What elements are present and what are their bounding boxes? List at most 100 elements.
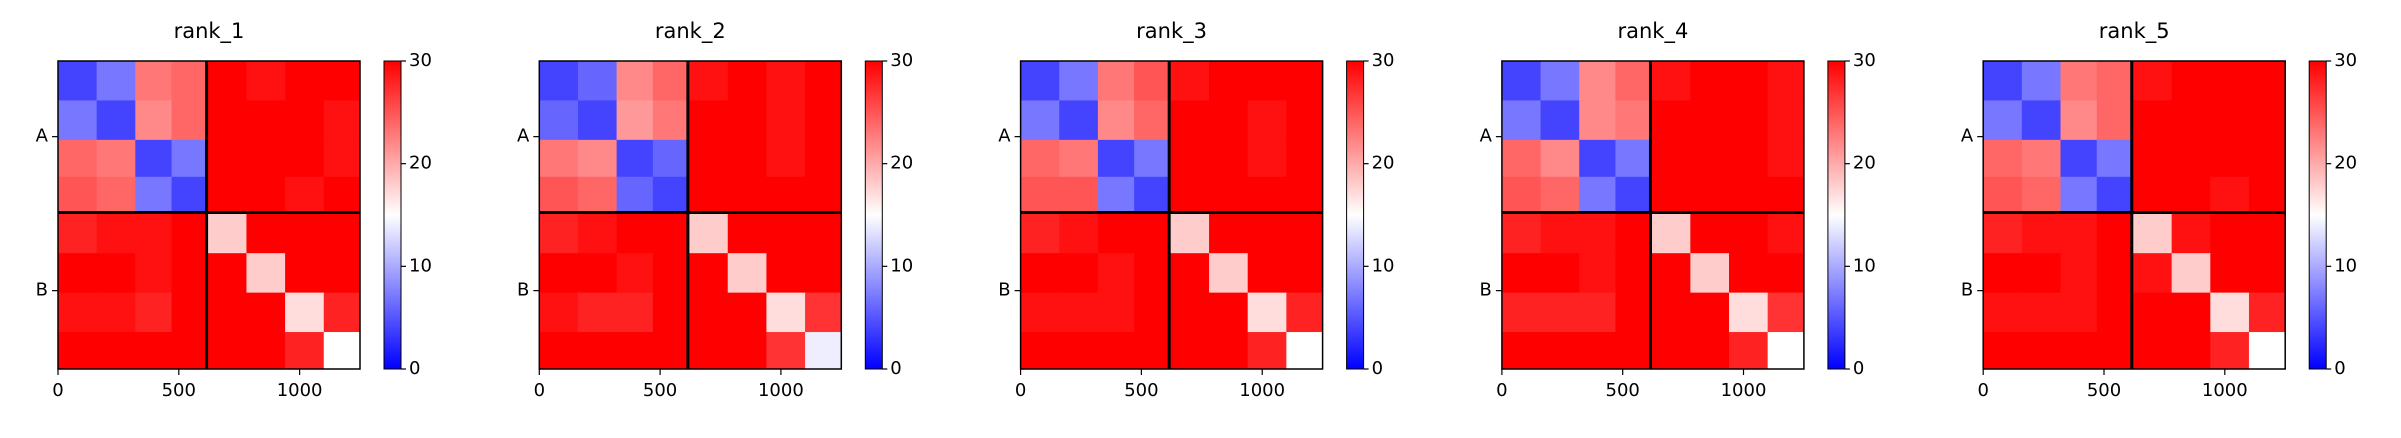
- x-tick-label: 500: [1606, 380, 1640, 401]
- heatmap-cell: [1579, 212, 1616, 254]
- heatmap-cell: [135, 212, 173, 254]
- x-tick-label: 1000: [1239, 380, 1285, 401]
- heatmap-cell: [1650, 253, 1691, 294]
- colorbar-tick-label: 30: [1853, 50, 1876, 71]
- x-tick-label: 0: [52, 380, 63, 401]
- chart-title: rank_3: [1136, 19, 1207, 44]
- heatmap-cell: [1579, 139, 1616, 178]
- heatmap-cell: [1729, 332, 1769, 370]
- heatmap-cell: [1501, 100, 1542, 141]
- y-tick-label: B: [36, 280, 48, 301]
- heatmap-cell: [1059, 61, 1099, 101]
- heatmap-cell: [2171, 100, 2211, 141]
- heatmap-cell: [1097, 212, 1135, 254]
- heatmap-cell: [2096, 176, 2133, 214]
- heatmap-cell: [1767, 292, 1805, 333]
- heatmap-cell: [206, 253, 247, 294]
- colorbar-tick-label: 0: [409, 358, 420, 379]
- heatmap-cell: [2171, 292, 2211, 333]
- heatmap-cell: [1247, 176, 1287, 214]
- heatmap-cell: [1767, 139, 1805, 178]
- heatmap-cell: [171, 212, 208, 254]
- heatmap-cell: [1650, 292, 1691, 333]
- heatmap-cell: [1579, 61, 1616, 101]
- heatmap-cell: [1767, 100, 1805, 141]
- heatmap-cell: [2131, 212, 2173, 254]
- heatmap-cell: [171, 253, 208, 294]
- chart-title: rank_1: [174, 19, 245, 44]
- heatmap-cell: [766, 292, 806, 333]
- heatmap-cell: [2210, 100, 2250, 141]
- heatmap-cell: [2171, 176, 2211, 214]
- colorbar-tick-label: 0: [2334, 358, 2345, 379]
- heatmap-cell: [616, 253, 654, 294]
- heatmap-cell: [2171, 253, 2211, 294]
- heatmap-cell: [171, 61, 208, 101]
- heatmap-cell: [2060, 212, 2098, 254]
- heatmap-cell: [96, 332, 136, 370]
- heatmap-cell: [285, 292, 325, 333]
- heatmap-cell: [171, 100, 208, 141]
- heatmap-cell: [2210, 332, 2250, 370]
- heatmap-cell: [1615, 100, 1651, 141]
- heatmap-cell: [1247, 61, 1287, 101]
- heatmap-cell: [1134, 176, 1170, 214]
- colorbar-tick-label: 0: [890, 358, 901, 379]
- heatmap-cell: [766, 212, 806, 254]
- colorbar-tick-label: 20: [890, 153, 913, 174]
- heatmap-cell: [2021, 176, 2062, 214]
- heatmap-cell: [1983, 61, 2023, 101]
- heatmap-cell: [577, 253, 618, 294]
- heatmap-cell: [1501, 332, 1542, 370]
- heatmap-cell: [652, 253, 689, 294]
- heatmap-cell: [577, 139, 618, 178]
- y-tick-label: A: [998, 126, 1011, 147]
- heatmap-cell: [539, 61, 579, 101]
- heatmap-cell: [687, 176, 729, 214]
- heatmap-cell: [1650, 139, 1691, 178]
- heatmap-cell: [766, 139, 806, 178]
- heatmap-cell: [1209, 176, 1249, 214]
- heatmap-cell: [58, 61, 98, 101]
- heatmap-cell: [1020, 139, 1060, 178]
- heatmap-cell: [1615, 253, 1651, 294]
- heatmap-cell: [2171, 332, 2211, 370]
- heatmap-cell: [1983, 253, 2023, 294]
- heatmap-cell: [805, 332, 842, 370]
- heatmap-cell: [1983, 100, 2023, 141]
- heatmap-cell: [1169, 100, 1210, 141]
- heatmap-cell: [1615, 176, 1651, 214]
- heatmap-cell: [1134, 100, 1170, 141]
- heatmap-cell: [539, 292, 579, 333]
- heatmap-cell: [2248, 100, 2286, 141]
- heatmap-cell: [1690, 61, 1730, 101]
- colorbar-tick-label: 10: [1372, 255, 1395, 276]
- heatmap-cell: [2096, 61, 2133, 101]
- heatmap-cell: [323, 176, 361, 214]
- heatmap-cell: [805, 253, 842, 294]
- colorbar-tick-label: 0: [1853, 358, 1864, 379]
- heatmap-cell: [2060, 292, 2098, 333]
- colorbar-tick-label: 20: [409, 153, 432, 174]
- heatmap-cell: [652, 100, 689, 141]
- heatmap-cell: [1209, 253, 1249, 294]
- colorbar: [1346, 60, 1365, 370]
- heatmap-cell: [285, 100, 325, 141]
- heatmap-cell: [727, 100, 767, 141]
- heatmap-cell: [323, 61, 361, 101]
- heatmap-cell: [2210, 212, 2250, 254]
- heatmap-cell: [2131, 332, 2173, 370]
- chart-title: rank_4: [1617, 19, 1688, 44]
- heatmap-cell: [246, 253, 286, 294]
- heatmap-cell: [1501, 139, 1542, 178]
- heatmap-cell: [652, 332, 689, 370]
- heatmap-cell: [727, 332, 767, 370]
- x-tick-label: 1000: [2202, 380, 2248, 401]
- y-tick-label: B: [998, 280, 1010, 301]
- heatmap-cell: [577, 292, 618, 333]
- heatmap-cell: [2131, 139, 2173, 178]
- heatmap-cell: [1729, 139, 1769, 178]
- heatmap-cell: [1020, 100, 1060, 141]
- heatmap-cell: [2248, 139, 2286, 178]
- heatmap-cell: [1690, 100, 1730, 141]
